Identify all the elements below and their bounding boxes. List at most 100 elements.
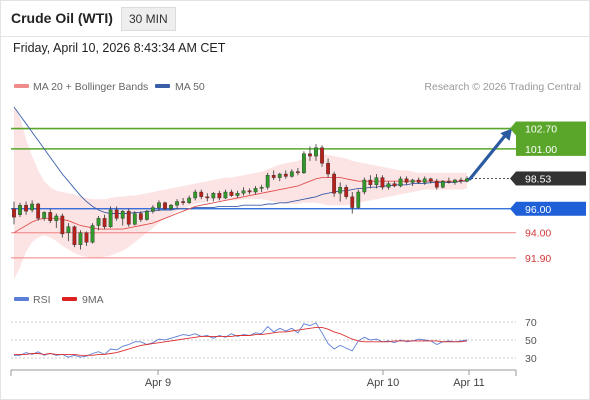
candle: [265, 172, 270, 190]
candle: [465, 176, 469, 183]
candle-body: [48, 212, 53, 221]
candle: [368, 175, 373, 189]
candle: [398, 176, 403, 188]
candle: [96, 215, 101, 231]
candle-body: [72, 226, 77, 245]
candle: [120, 209, 125, 226]
candle-body: [235, 192, 240, 196]
candle-body: [344, 187, 349, 197]
candle-body: [120, 210, 125, 219]
candle-body: [84, 232, 89, 243]
candle-body: [320, 147, 324, 164]
candle: [446, 177, 451, 184]
candle: [181, 197, 186, 206]
candle: [187, 195, 192, 204]
candle-body: [144, 210, 149, 220]
copyright-label: Research © 2026 Trading Central: [424, 81, 581, 93]
candle-body: [205, 196, 210, 199]
ma20-legend-swatch: [14, 84, 29, 88]
candle: [289, 169, 294, 178]
candle-body: [157, 202, 161, 208]
forecast-arrow-shaft: [468, 130, 510, 181]
candle-body: [247, 190, 252, 193]
candle-body: [314, 147, 318, 157]
ma20-legend-label: MA 20 + Bollinger Bands: [33, 81, 148, 93]
candle-body: [18, 204, 22, 215]
candle: [108, 206, 113, 228]
candle: [48, 208, 53, 224]
x-axis: Apr 9 Apr 10 Apr 11: [145, 370, 485, 389]
candle-body: [380, 177, 385, 188]
candle-body: [90, 225, 95, 243]
candle: [356, 189, 361, 209]
candle-body: [114, 209, 119, 219]
candle: [163, 201, 167, 210]
candle-body: [459, 179, 463, 182]
resistance-box-pointer: [510, 121, 516, 136]
candle: [30, 200, 35, 213]
candle: [404, 176, 409, 185]
candle: [151, 205, 155, 214]
ma50-line: [13, 106, 467, 214]
current-price-pointer: [510, 171, 516, 186]
candle-body: [453, 179, 457, 183]
candle-body: [151, 207, 155, 212]
candle-body: [175, 201, 179, 206]
candle: [247, 188, 252, 195]
candle-body: [422, 178, 427, 183]
candle-body: [12, 208, 16, 218]
candle-body: [308, 153, 312, 157]
candle: [374, 174, 379, 189]
candle: [308, 146, 312, 161]
support-label: 91.90: [525, 253, 551, 265]
candle: [434, 178, 439, 190]
candle-body: [332, 173, 337, 194]
candle-body: [36, 203, 41, 219]
candle: [386, 181, 391, 190]
candle: [259, 184, 264, 192]
rsi-plot: 70 50 30: [11, 317, 537, 365]
candle: [211, 191, 216, 202]
candle: [223, 189, 228, 200]
candle-body: [374, 177, 379, 186]
candle-body: [434, 181, 439, 188]
candle-body: [368, 179, 373, 186]
candle: [199, 189, 204, 200]
current-price-label: 98.53: [525, 173, 551, 185]
candle: [144, 209, 149, 221]
candle: [410, 178, 415, 187]
candle: [241, 187, 246, 196]
rsi-legend-swatch: [14, 297, 29, 301]
candle: [132, 211, 137, 226]
support-label: 94.00: [525, 228, 551, 240]
candle-body: [410, 179, 415, 183]
timeframe-button[interactable]: 30 MIN: [121, 7, 176, 31]
rsi-tick-label: 50: [525, 335, 537, 347]
candle: [84, 231, 89, 246]
candle-body: [181, 201, 186, 203]
candle-body: [108, 209, 113, 227]
candle-body: [440, 181, 445, 188]
candle-body: [283, 173, 288, 177]
candle-body: [356, 191, 361, 208]
x-tick-label: Apr 11: [453, 377, 485, 389]
candle: [422, 176, 427, 185]
candle-body: [60, 215, 65, 235]
candle: [157, 200, 161, 212]
candle: [193, 189, 198, 201]
candle-body: [132, 213, 137, 225]
ma9-legend-label: 9MA: [82, 294, 104, 306]
candle: [440, 180, 445, 189]
candle: [175, 199, 179, 209]
candle-body: [187, 197, 192, 203]
candle-body: [416, 179, 421, 183]
candle: [295, 168, 300, 176]
candle-body: [199, 191, 204, 197]
candle: [205, 193, 210, 202]
candle-body: [42, 212, 47, 219]
support-pointer: [510, 201, 516, 216]
candle: [126, 208, 131, 227]
candle: [416, 177, 421, 184]
candle: [169, 203, 173, 210]
